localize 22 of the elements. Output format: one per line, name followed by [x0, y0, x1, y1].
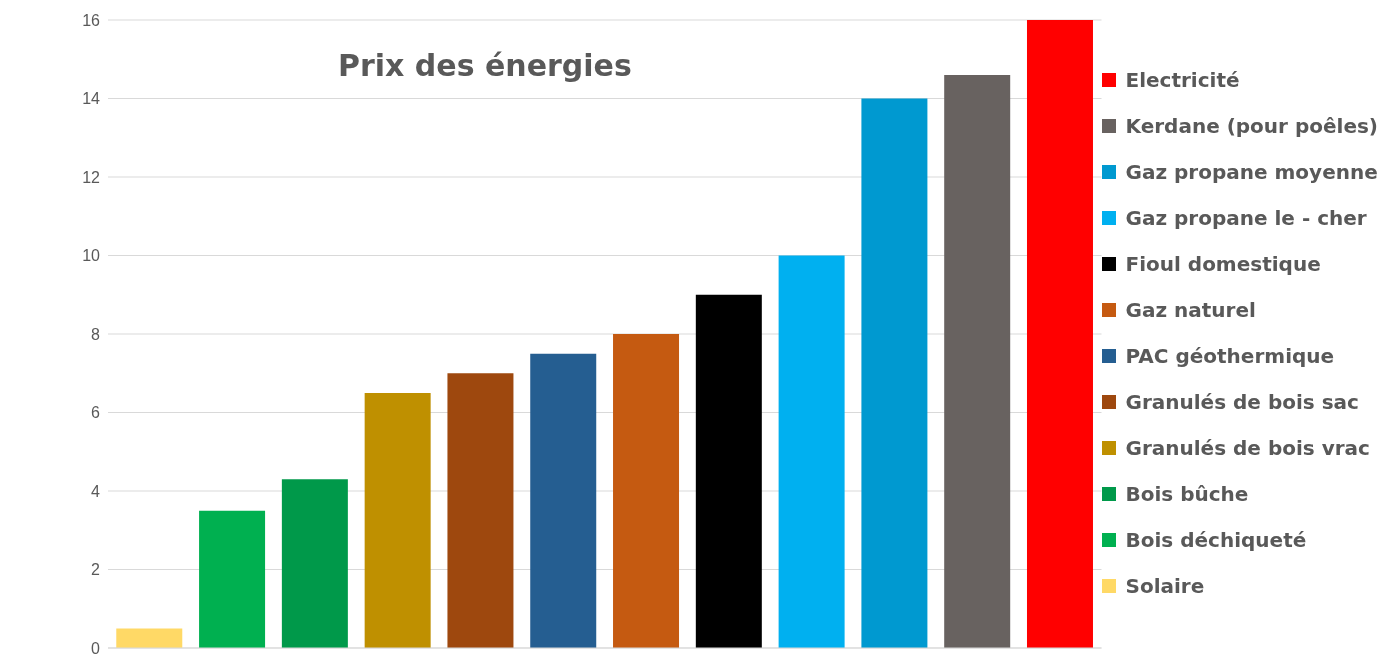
y-tick-label: 12 [82, 168, 101, 186]
legend-label: Bois déchiqueté [1125, 528, 1307, 552]
text: Prix des énergies [338, 48, 632, 83]
legend-label: Gaz propane le - cher [1125, 206, 1367, 230]
legend-label: Kerdane (pour poêles) [1125, 114, 1378, 138]
legend-label: Fioul domestique [1125, 252, 1321, 276]
legend-label: Gaz propane moyenne [1125, 160, 1378, 184]
legend-label: Electricité [1125, 68, 1240, 92]
y-tick-label: 6 [91, 404, 101, 422]
y-tick-label: 4 [91, 482, 101, 500]
y-tick-label: 0 [91, 639, 101, 657]
legend-label: Granulés de bois vrac [1125, 436, 1370, 460]
y-tick-label: 2 [91, 561, 101, 579]
legend-label: PAC géothermique [1125, 344, 1335, 368]
y-tick-label: 8 [91, 325, 101, 343]
y-tick-label: 10 [82, 247, 101, 265]
y-tick-label: 14 [82, 90, 101, 108]
y-tick-label: 16 [82, 11, 101, 29]
legend-label: Granulés de bois sac [1125, 390, 1359, 414]
legend-label: Bois bûche [1125, 482, 1249, 506]
legend-label: Gaz naturel [1125, 298, 1256, 322]
legend-label: Solaire [1125, 574, 1205, 598]
